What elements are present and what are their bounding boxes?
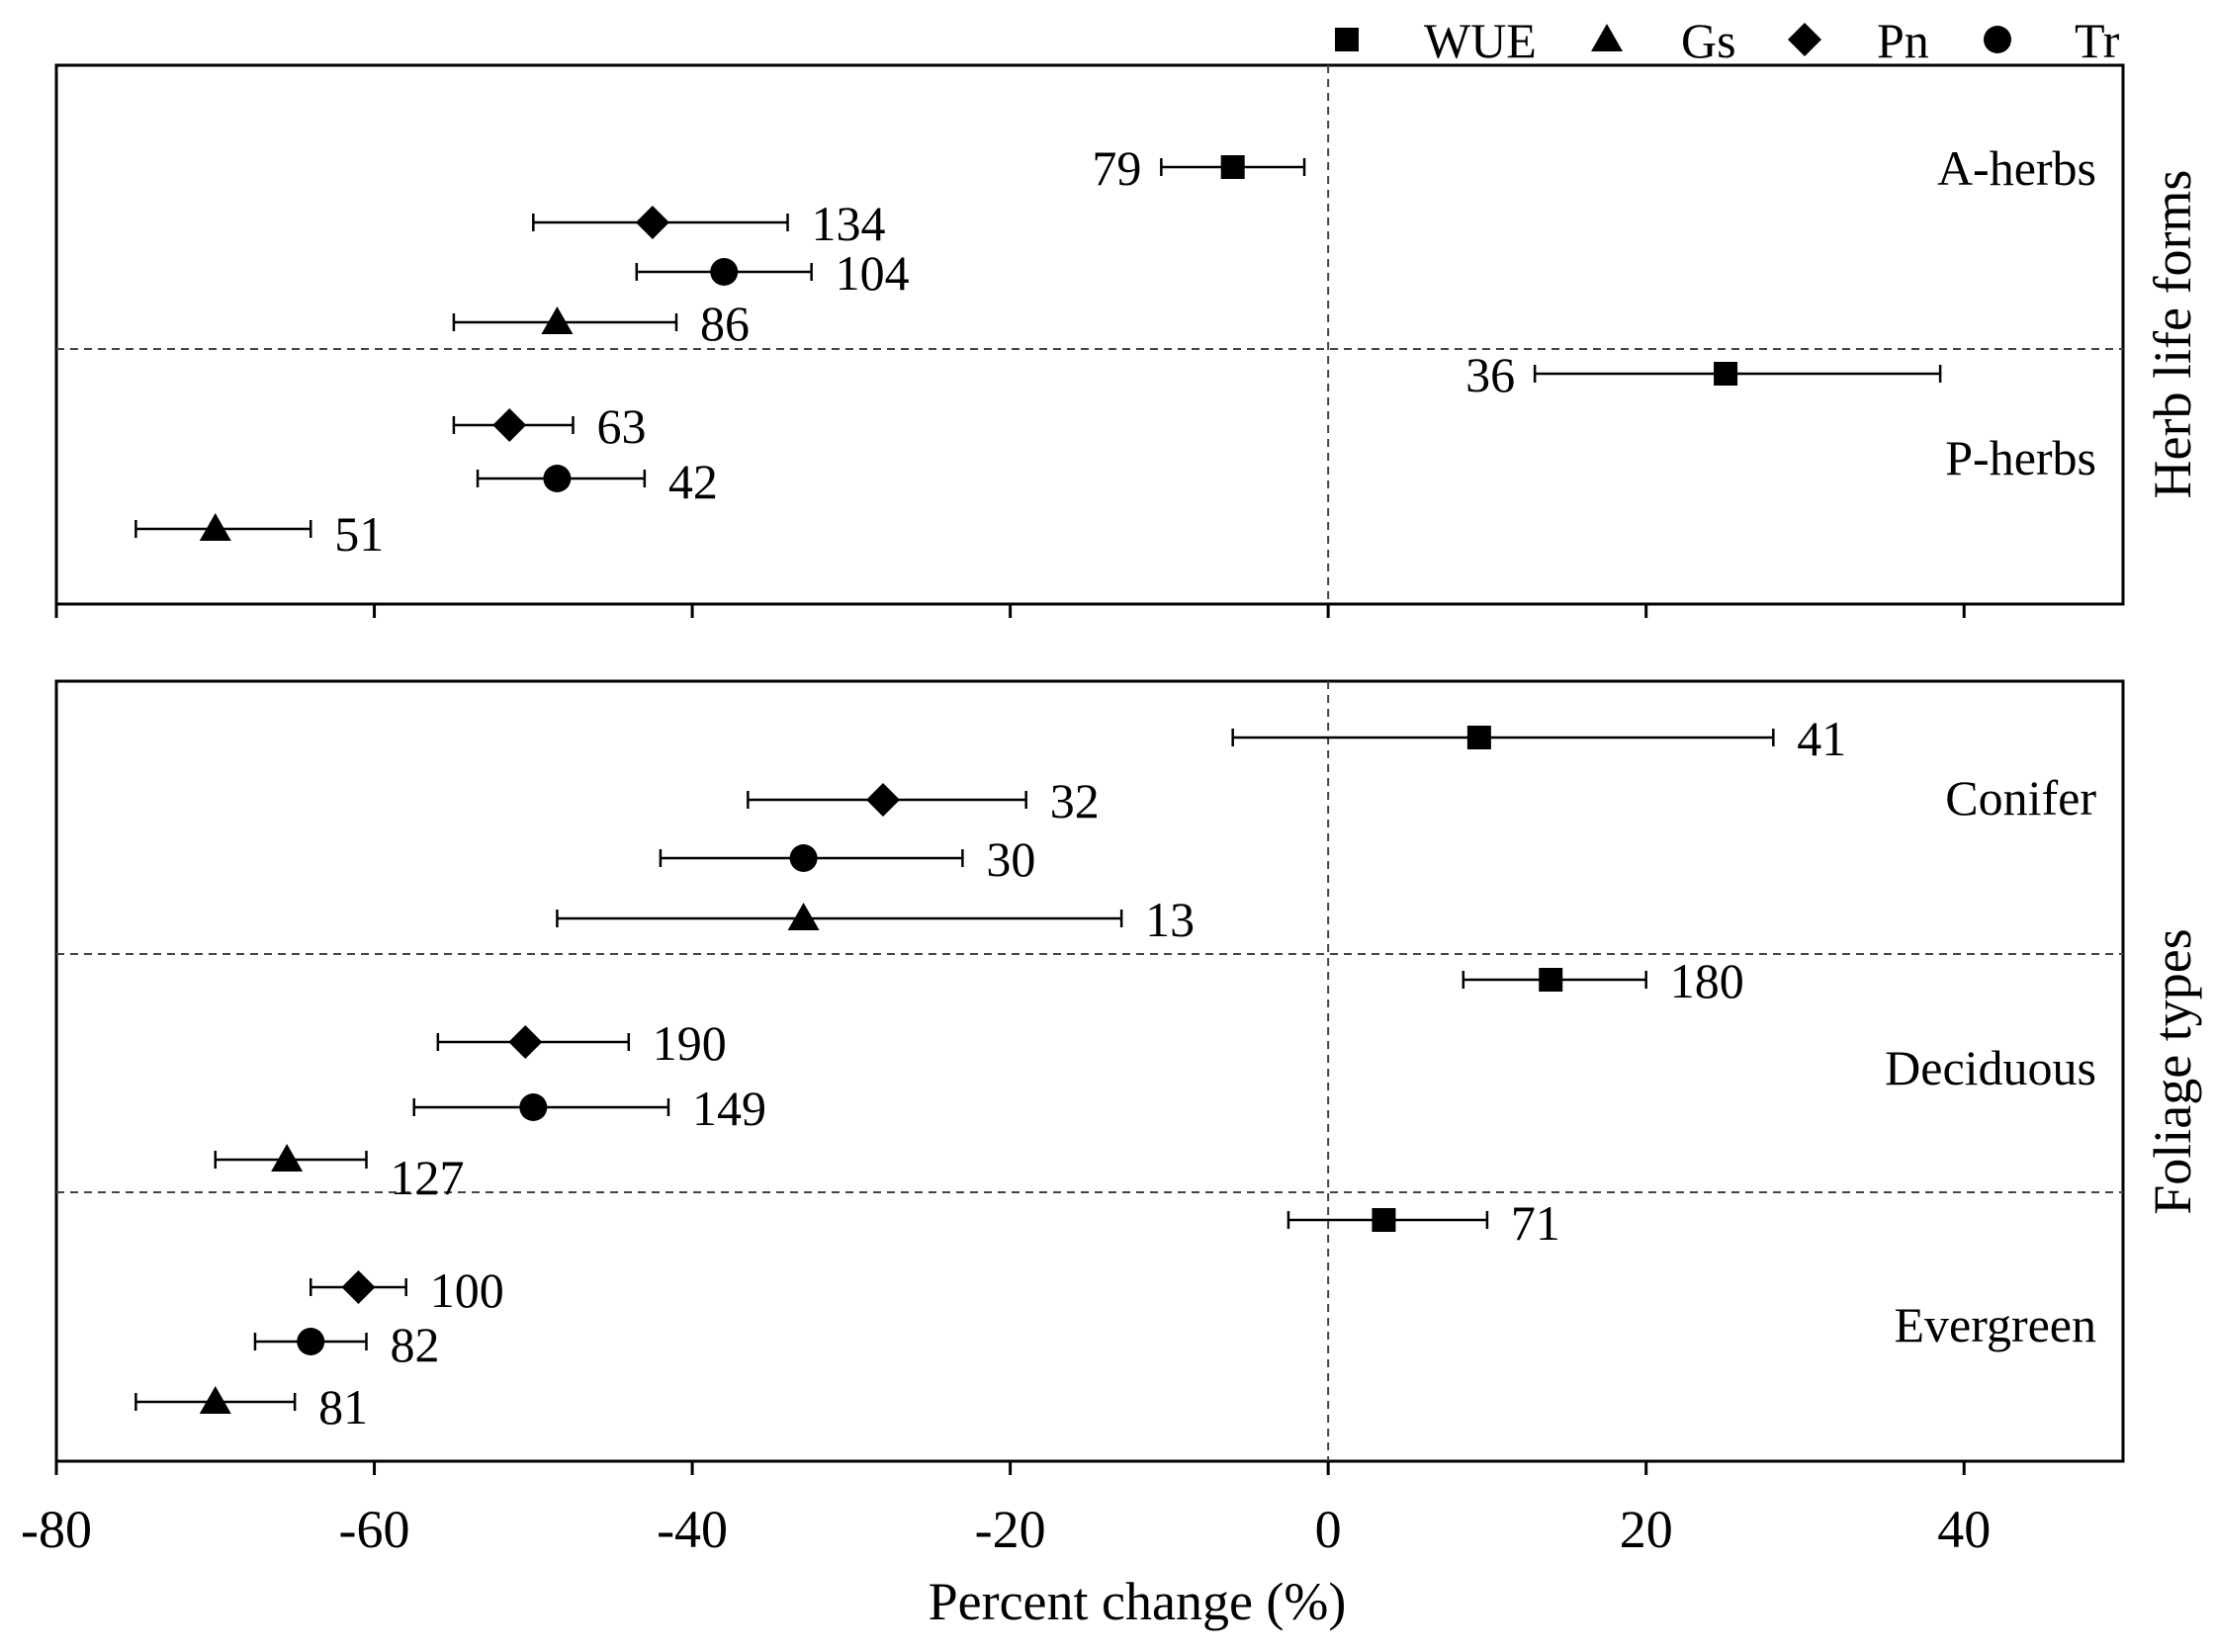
sample-size-label: 13 (1145, 892, 1195, 947)
point-pn (508, 1025, 543, 1059)
sample-size-label: 41 (1797, 711, 1846, 766)
x-tick-label: -80 (21, 1500, 92, 1559)
sample-size-label: 104 (836, 245, 910, 301)
sample-size-label: 81 (318, 1379, 368, 1435)
sample-size-label: 86 (700, 296, 750, 351)
group-deciduous: Deciduous 180 190 149 127 (214, 953, 2096, 1205)
point-wue (1220, 155, 1245, 179)
point-tr (789, 844, 818, 872)
group-label: Evergreen (1894, 1297, 2096, 1352)
point-wue (1466, 726, 1491, 749)
legend-label-tr: Tr (2075, 13, 2120, 68)
x-tick-label: 20 (1620, 1500, 1673, 1559)
point-tr (710, 258, 739, 286)
x-axis: -80 -60 -40 -20 0 20 40 (21, 1500, 1991, 1559)
point-gs (271, 1144, 304, 1172)
point-pn (635, 206, 669, 239)
group-label: A-herbs (1937, 140, 2096, 196)
group-label: Conifer (1945, 770, 2096, 826)
sample-size-label: 100 (430, 1262, 504, 1318)
legend-marker-gs (1591, 24, 1623, 51)
legend-label-wue: WUE (1424, 13, 1537, 68)
sample-size-label: 82 (391, 1317, 440, 1372)
group-p-herbs: P-herbs 36 63 42 51 (134, 347, 2096, 562)
x-tick-label: -60 (339, 1500, 410, 1559)
sample-size-label: 32 (1050, 773, 1100, 828)
legend-marker-pn (1788, 23, 1821, 56)
point-pn (866, 783, 900, 817)
point-pn (492, 408, 527, 442)
point-wue (1714, 362, 1738, 386)
x-tick-label: -40 (657, 1500, 728, 1559)
point-tr (297, 1328, 325, 1355)
x-tick-label: 0 (1315, 1500, 1342, 1559)
sample-size-label: 42 (668, 454, 718, 509)
sample-size-label: 180 (1670, 953, 1744, 1008)
point-gs (787, 903, 820, 930)
group-label: P-herbs (1945, 430, 2096, 485)
group-label: Deciduous (1885, 1040, 2096, 1095)
sample-size-label: 127 (391, 1150, 465, 1205)
point-wue (1539, 968, 1563, 992)
x-tick-label: 40 (1937, 1500, 1991, 1559)
point-tr (543, 465, 572, 492)
sample-size-label: 134 (812, 196, 886, 251)
sample-size-label: 36 (1465, 347, 1515, 402)
point-gs (199, 1386, 231, 1414)
legend-marker-wue (1335, 28, 1359, 51)
panel-2: Foliage types Conifer 41 32 30 13 Deciduous 180… (54, 679, 2202, 1475)
legend-label-pn: Pn (1877, 13, 1929, 68)
point-wue (1372, 1208, 1396, 1232)
panel-frame (54, 679, 2125, 1463)
panel-frame (54, 63, 2125, 606)
sample-size-label: 30 (986, 831, 1035, 887)
sample-size-label: 79 (1092, 140, 1141, 196)
sample-size-label: 51 (334, 506, 384, 562)
sample-size-label: 63 (597, 398, 647, 454)
x-tick-label: -20 (975, 1500, 1046, 1559)
sample-size-label: 149 (692, 1081, 766, 1136)
legend-label-gs: Gs (1681, 13, 1736, 68)
legend: WUE Gs Pn Tr (1335, 13, 2120, 68)
point-tr (519, 1093, 548, 1121)
x-axis-label: Percent change (%) (929, 1572, 1347, 1631)
group-conifer: Conifer 41 32 30 13 (556, 711, 2096, 947)
panel-y-label: Herb life forms (2143, 170, 2202, 499)
point-gs (541, 306, 574, 334)
point-pn (341, 1270, 376, 1304)
point-gs (199, 513, 231, 541)
sample-size-label: 71 (1511, 1195, 1560, 1251)
legend-marker-tr (1984, 26, 2011, 53)
panel-y-label: Foliage types (2143, 928, 2202, 1214)
sample-size-label: 190 (653, 1015, 727, 1071)
